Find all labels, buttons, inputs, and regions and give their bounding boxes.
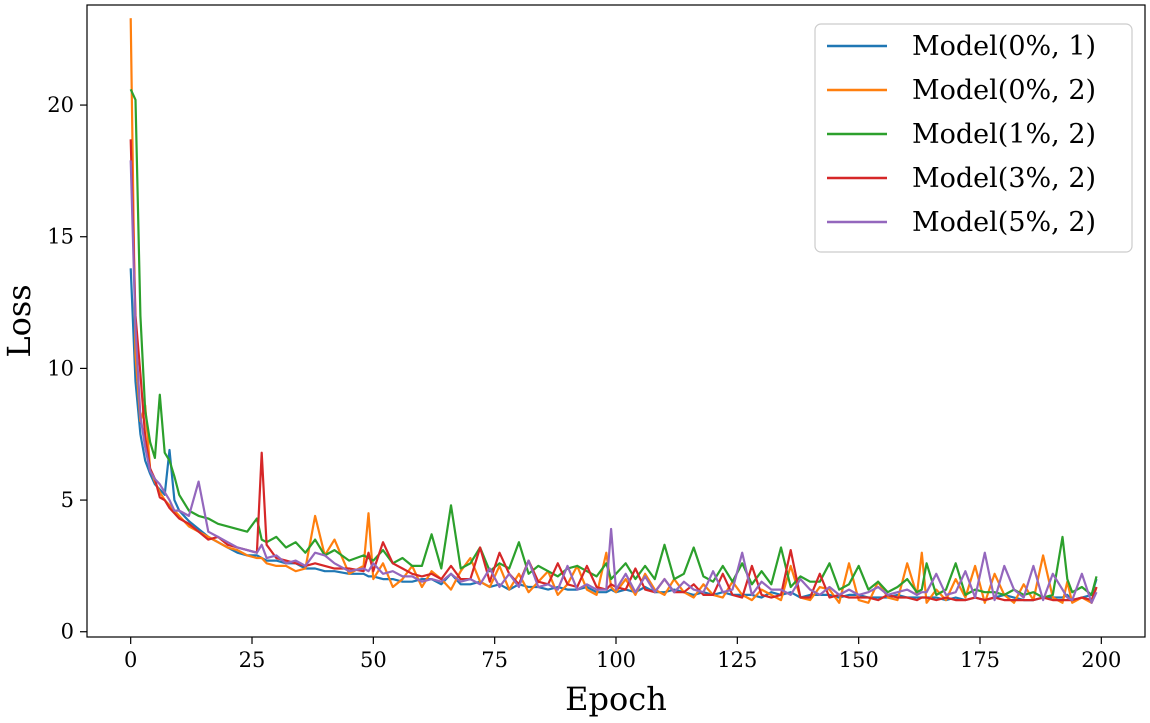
legend-label: Model(1%, 2) (912, 119, 1096, 150)
y-tick-label: 0 (61, 620, 74, 644)
legend-label: Model(5%, 2) (912, 207, 1096, 238)
x-tick-label: 0 (124, 648, 137, 672)
x-tick-label: 50 (360, 648, 387, 672)
x-tick-label: 175 (960, 648, 1000, 672)
x-tick-label: 200 (1081, 648, 1121, 672)
series-line-4 (129, 139, 1098, 602)
y-axis-ticks: 0 5 10 15 20 (47, 93, 87, 644)
y-tick-label: 20 (47, 93, 74, 117)
y-axis-title: Loss (0, 284, 38, 357)
legend-label: Model(0%, 2) (912, 75, 1096, 106)
y-tick-label: 5 (61, 488, 74, 512)
legend-label: Model(0%, 1) (912, 31, 1096, 62)
legend-box (814, 23, 1133, 253)
x-tick-label: 25 (239, 648, 266, 672)
series-line-5 (129, 160, 1098, 604)
x-axis-ticks: 0 25 50 75 100 125 150 175 200 (124, 637, 1121, 672)
legend-label: Model(3%, 2) (912, 163, 1096, 194)
x-tick-label: 150 (839, 648, 879, 672)
x-axis-title: Epoch (565, 680, 667, 718)
series-line-1 (129, 268, 1098, 602)
x-tick-label: 125 (717, 648, 757, 672)
x-tick-label: 75 (481, 648, 508, 672)
legend: Model(0%, 1) Model(0%, 2) Model(1%, 2) Mode… (814, 23, 1133, 253)
series-lines (129, 18, 1098, 604)
x-tick-label: 100 (596, 648, 636, 672)
y-tick-label: 15 (47, 225, 74, 249)
y-tick-label: 10 (47, 356, 74, 380)
